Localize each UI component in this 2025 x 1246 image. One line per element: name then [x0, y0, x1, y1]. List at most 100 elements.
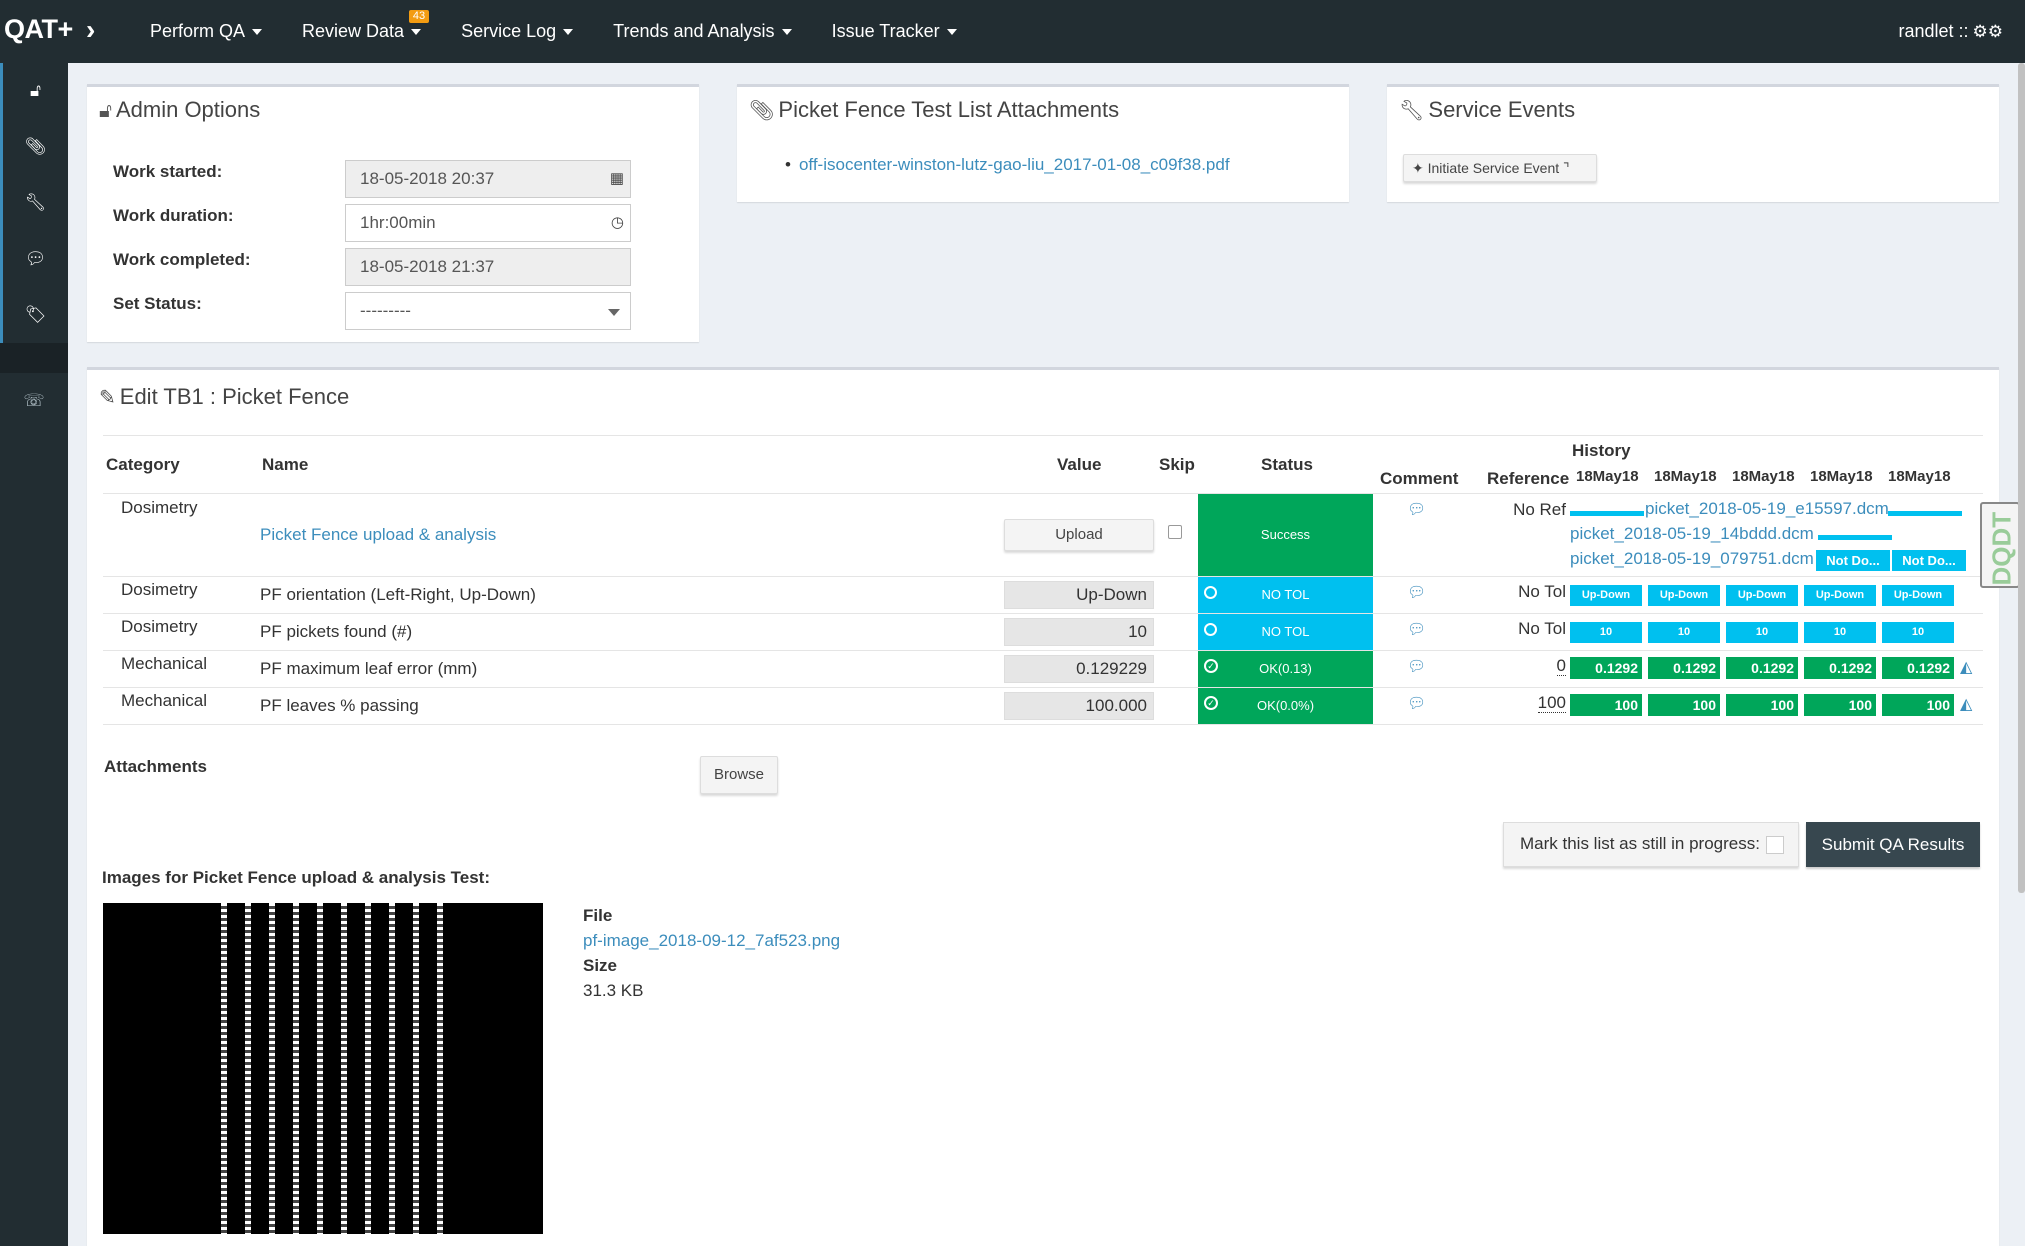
upload-button[interactable]: Upload [1004, 519, 1154, 551]
picket-line [341, 903, 347, 1234]
size-value: 31.3 KB [583, 981, 644, 1000]
external-link-icon: ⌝ [1563, 160, 1570, 176]
history-cell[interactable]: Up-Down [1882, 585, 1954, 606]
chevron-right-icon[interactable]: › [86, 14, 96, 45]
unlock-icon[interactable]: 🔓︎ [0, 63, 68, 119]
comment-icon[interactable]: 💬︎ [0, 231, 68, 287]
history-cell[interactable]: Not Do... [1892, 550, 1966, 571]
submit-qa-results-button[interactable]: Submit QA Results [1806, 822, 1980, 867]
history-date-2: 18May18 [1654, 468, 1717, 485]
clock-icon[interactable]: ◷ [610, 214, 624, 231]
brand-logo[interactable]: QAT+ [4, 14, 73, 44]
row3-status-text: NO TOL [1261, 624, 1310, 639]
file-label: File [583, 906, 613, 925]
row1-category: Dosimetry [121, 498, 198, 517]
row2-category: Dosimetry [121, 580, 198, 599]
comment-icon[interactable]: 💬︎ [1407, 584, 1427, 601]
row3-value-field[interactable]: 10 [1004, 618, 1154, 646]
in-progress-checkbox[interactable] [1766, 836, 1784, 854]
row-divider [103, 576, 1983, 577]
service-events-box: 🔧︎ Service Events ✦ Initiate Service Even… [1387, 84, 1999, 202]
history-file-1[interactable]: picket_2018-05-19_e15597.dcm [1645, 499, 1889, 518]
history-cell[interactable]: 10 [1804, 622, 1876, 643]
nav-trends-analysis[interactable]: Trends and Analysis [593, 0, 811, 63]
row2-value-field[interactable]: Up-Down [1004, 581, 1154, 609]
user-name: randlet :: [1898, 21, 1969, 41]
attachment-link[interactable]: off-isocenter-winston-lutz-gao-liu_2017-… [798, 155, 1230, 174]
history-cell[interactable]: 10 [1570, 622, 1642, 643]
nav-issue-tracker-label: Issue Tracker [831, 21, 940, 41]
work-duration-field[interactable]: 1hr:00min ◷ [345, 204, 631, 242]
row1-status: Success [1198, 494, 1373, 576]
history-cell[interactable]: Not Do... [1816, 550, 1890, 571]
phone-icon[interactable]: ☏ [23, 391, 45, 410]
nav-issue-tracker[interactable]: Issue Tracker [812, 0, 977, 63]
nav-perform-qa[interactable]: Perform QA [130, 0, 282, 63]
browse-button[interactable]: Browse [700, 756, 778, 794]
row2-status-text: NO TOL [1261, 587, 1310, 602]
row4-reference[interactable]: 0 [1436, 656, 1566, 676]
wrench-icon[interactable]: 🔧︎ [0, 175, 68, 231]
picket-line [413, 903, 419, 1234]
history-cell[interactable]: 0.1292 [1882, 657, 1954, 679]
history-file-3[interactable]: picket_2018-05-19_079751.dcm [1570, 549, 1814, 568]
work-started-field[interactable]: 18-05-2018 20:37 ▦ [345, 160, 631, 198]
history-bar [1818, 535, 1892, 540]
work-started-label: Work started: [113, 162, 223, 181]
history-cell[interactable]: 100 [1648, 694, 1720, 716]
history-cell[interactable]: 0.1292 [1804, 657, 1876, 679]
history-cell[interactable]: 100 [1570, 694, 1642, 716]
review-count-badge: 43 [408, 10, 430, 23]
history-cell[interactable]: Up-Down [1804, 585, 1876, 606]
row1-skip-checkbox[interactable] [1168, 525, 1182, 539]
row2-name: PF orientation (Left-Right, Up-Down) [260, 585, 536, 604]
comment-icon[interactable]: 💬︎ [1407, 695, 1427, 712]
history-file-2[interactable]: picket_2018-05-19_14bddd.dcm [1570, 524, 1814, 543]
history-cell[interactable]: 100 [1804, 694, 1876, 716]
history-cell[interactable]: 0.1292 [1726, 657, 1798, 679]
history-cell[interactable]: 0.1292 [1570, 657, 1642, 679]
row5-value-field[interactable]: 100.000 [1004, 692, 1154, 720]
comment-icon[interactable]: 💬︎ [1407, 658, 1427, 675]
history-cell[interactable]: 100 [1726, 694, 1798, 716]
history-cell[interactable]: Up-Down [1570, 585, 1642, 606]
history-cell[interactable]: 10 [1648, 622, 1720, 643]
initiate-service-event-button[interactable]: ✦ Initiate Service Event ⌝ [1403, 154, 1597, 182]
tags-icon[interactable]: 🏷︎ [0, 287, 68, 343]
history-cell[interactable]: 0.1292 [1648, 657, 1720, 679]
history-cell[interactable]: Up-Down [1726, 585, 1798, 606]
comment-icon[interactable]: 💬︎ [1407, 621, 1427, 638]
area-chart-icon[interactable]: ◭ [1960, 659, 1973, 676]
nav-review-data[interactable]: Review Data 43 [282, 0, 441, 63]
nav-service-log[interactable]: Service Log [441, 0, 593, 63]
history-cell[interactable]: 10 [1726, 622, 1798, 643]
history-cell[interactable]: 100 [1882, 694, 1954, 716]
history-bar [1888, 511, 1962, 516]
row3-status: NO TOL [1198, 614, 1373, 650]
header-category: Category [106, 455, 180, 474]
row4-value-field[interactable]: 0.129229 [1004, 655, 1154, 683]
comment-icon[interactable]: 💬︎ [1407, 501, 1427, 518]
status-select[interactable]: --------- [345, 292, 631, 330]
row5-reference[interactable]: 100 [1436, 693, 1566, 713]
header-name: Name [262, 455, 309, 474]
user-menu[interactable]: randlet :: ⚙⚙ [1898, 0, 2003, 63]
paperclip-icon[interactable]: 📎︎ [0, 119, 68, 175]
edit-title-text: Edit TB1 : Picket Fence [119, 384, 350, 409]
calendar-icon[interactable]: ▦ [609, 170, 624, 187]
picket-line [245, 903, 251, 1234]
history-cell[interactable]: Up-Down [1648, 585, 1720, 606]
row-divider [103, 687, 1983, 688]
history-bar [1570, 511, 1644, 516]
page-scrollbar[interactable] [2018, 63, 2025, 893]
header-skip: Skip [1159, 455, 1195, 474]
caret-down-icon [252, 29, 263, 36]
row5-category: Mechanical [121, 691, 207, 710]
history-cell[interactable]: 10 [1882, 622, 1954, 643]
dqdt-side-tab[interactable]: DQDT [1980, 502, 2020, 588]
row1-name-link[interactable]: Picket Fence upload & analysis [260, 525, 497, 544]
image-file-link[interactable]: pf-image_2018-09-12_7af523.png [583, 931, 841, 950]
service-events-title: 🔧︎ Service Events [1399, 97, 1575, 123]
area-chart-icon[interactable]: ◭ [1960, 696, 1973, 713]
header-comment: Comment [1380, 469, 1459, 488]
